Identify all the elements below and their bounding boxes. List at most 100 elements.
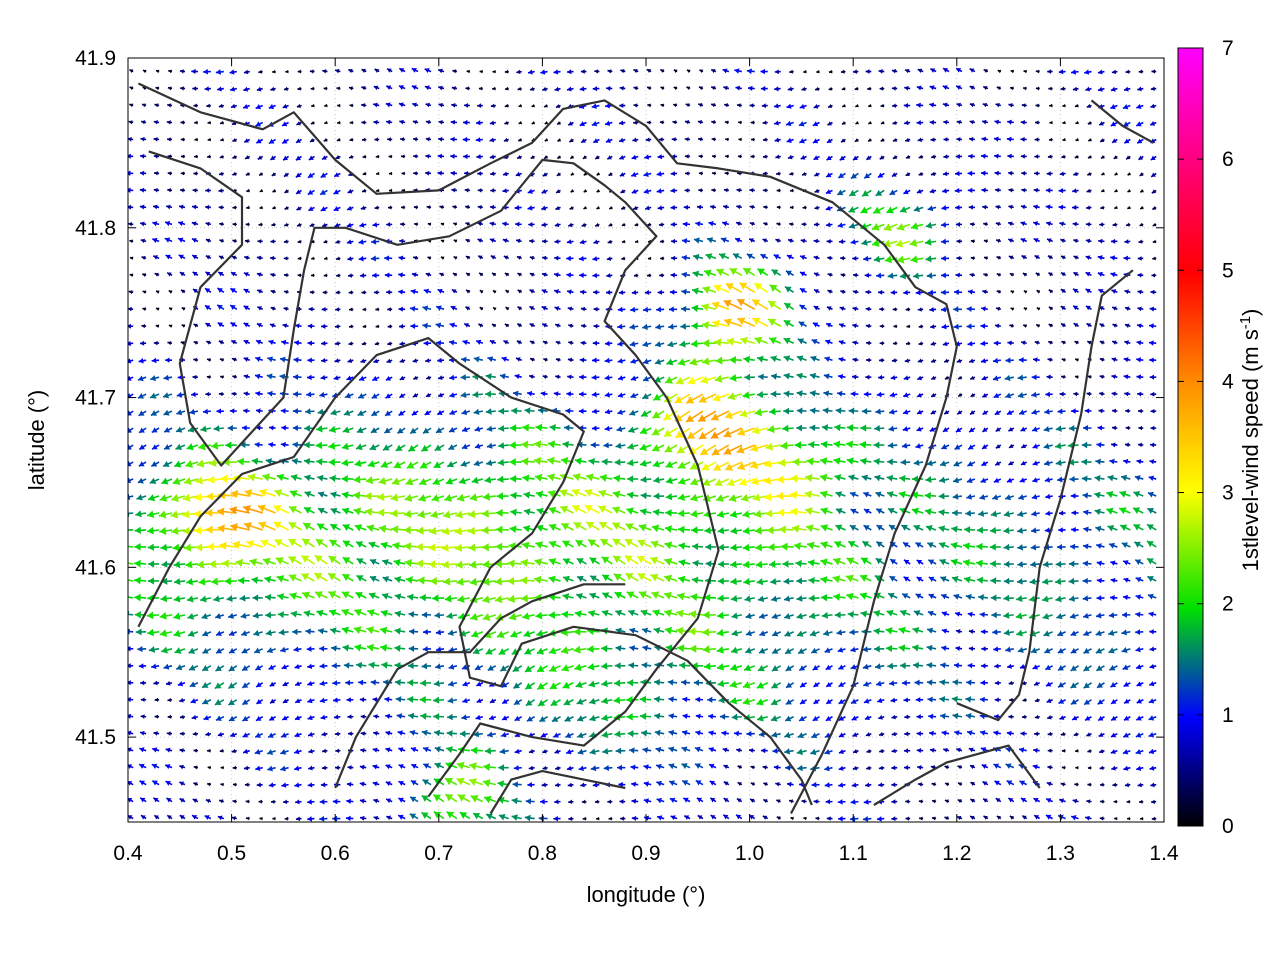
wind-vector: [578, 765, 587, 772]
wind-vector-head: [243, 748, 249, 754]
wind-vector: [245, 816, 250, 821]
wind-vector-head: [824, 749, 831, 755]
wind-vector-head: [723, 798, 729, 803]
wind-vector: [220, 782, 224, 787]
wind-vector-head: [1071, 815, 1077, 821]
wind-vector: [682, 713, 691, 719]
wind-vector-head: [244, 782, 249, 787]
wind-vector: [501, 715, 510, 721]
wind-vector-head: [501, 731, 507, 738]
wind-vector: [735, 814, 743, 820]
wind-vector: [1114, 816, 1118, 821]
wind-vector: [332, 697, 341, 703]
wind-vector-head: [482, 779, 491, 788]
wind-vector-head: [140, 697, 145, 702]
wind-vector: [373, 798, 380, 804]
wind-vector: [608, 816, 613, 821]
wind-vector: [242, 715, 251, 722]
wind-vector-head: [1099, 765, 1104, 771]
wind-vector: [669, 797, 678, 803]
wind-vector: [307, 731, 315, 737]
wind-vector: [928, 730, 937, 737]
wind-vector: [446, 746, 458, 754]
wind-vector-head: [514, 715, 521, 721]
wind-vector-head: [917, 765, 922, 770]
wind-vector-head: [359, 764, 365, 770]
wind-vector-head: [919, 816, 923, 821]
wind-vector-head: [1086, 732, 1091, 737]
wind-vector: [372, 747, 380, 753]
wind-vector: [581, 799, 587, 804]
wind-vector-head: [307, 698, 313, 704]
wind-vector: [1138, 799, 1144, 804]
wind-vector: [410, 779, 419, 786]
wind-vector-head: [928, 713, 934, 720]
wind-vector-head: [319, 798, 325, 805]
wind-vector-head: [421, 812, 429, 819]
wind-vector: [321, 731, 328, 737]
wind-vector: [1112, 782, 1118, 787]
wind-vector: [969, 815, 976, 820]
wind-vector-head: [294, 782, 300, 788]
wind-vector-head: [916, 748, 922, 754]
wind-vector-head: [891, 799, 896, 805]
wind-vector-head: [307, 799, 312, 805]
wind-vector-head: [554, 799, 559, 805]
wind-vector: [128, 713, 134, 719]
wind-vector: [838, 765, 846, 771]
wind-vector-head: [995, 798, 1001, 803]
wind-vector: [385, 764, 393, 770]
wind-vector-head: [627, 730, 634, 738]
wind-vector-head: [192, 731, 197, 737]
wind-vector-head: [981, 764, 987, 769]
wind-vector-head: [578, 765, 584, 772]
wind-vector-head: [514, 748, 520, 754]
wind-vector-head: [179, 798, 185, 803]
wind-vector: [1020, 731, 1027, 737]
wind-vector: [500, 731, 509, 738]
wind-vector: [719, 713, 729, 720]
wind-vector-head: [232, 799, 237, 804]
wind-vector-head: [219, 799, 224, 804]
wind-vector: [982, 780, 989, 786]
wind-vector: [891, 714, 898, 720]
wind-vector: [917, 782, 924, 787]
wind-vector: [295, 816, 302, 822]
wind-vector-head: [615, 747, 622, 755]
wind-vector: [1110, 732, 1118, 738]
wind-vector: [1087, 748, 1092, 753]
wind-vector-head: [1136, 765, 1142, 771]
wind-vector: [1009, 815, 1015, 820]
wind-vector: [775, 782, 781, 787]
wind-vector-head: [320, 782, 326, 788]
wind-vector-head: [957, 815, 962, 821]
wind-vector-head: [1061, 748, 1066, 753]
wind-vector: [981, 764, 989, 769]
wind-vector-head: [373, 714, 378, 719]
wind-vector: [773, 764, 781, 771]
wind-vector: [681, 730, 691, 736]
wind-vector-head: [852, 732, 858, 737]
wind-vector: [190, 698, 199, 704]
wind-vector-head: [434, 729, 441, 737]
wind-vector: [994, 780, 1002, 786]
wind-vector-head: [217, 731, 223, 737]
wind-vector-head: [179, 714, 184, 720]
wind-vector-head: [799, 715, 805, 722]
wind-vector: [568, 799, 574, 805]
wind-vector-head: [957, 765, 962, 770]
wind-vector-head: [259, 816, 263, 821]
wind-vector-head: [319, 697, 326, 704]
wind-vector: [475, 714, 484, 721]
wind-vector-head: [347, 731, 352, 736]
wind-vector: [1034, 731, 1040, 737]
wind-vector-head: [386, 798, 392, 804]
wind-vector-head: [434, 746, 441, 753]
wind-vector: [731, 713, 742, 721]
wind-vector-head: [850, 815, 856, 822]
wind-vector-head: [347, 765, 352, 770]
wind-vector-head: [654, 729, 661, 737]
wind-vector: [968, 747, 976, 753]
wind-vector-head: [786, 781, 792, 787]
wind-vector-head: [958, 782, 962, 787]
